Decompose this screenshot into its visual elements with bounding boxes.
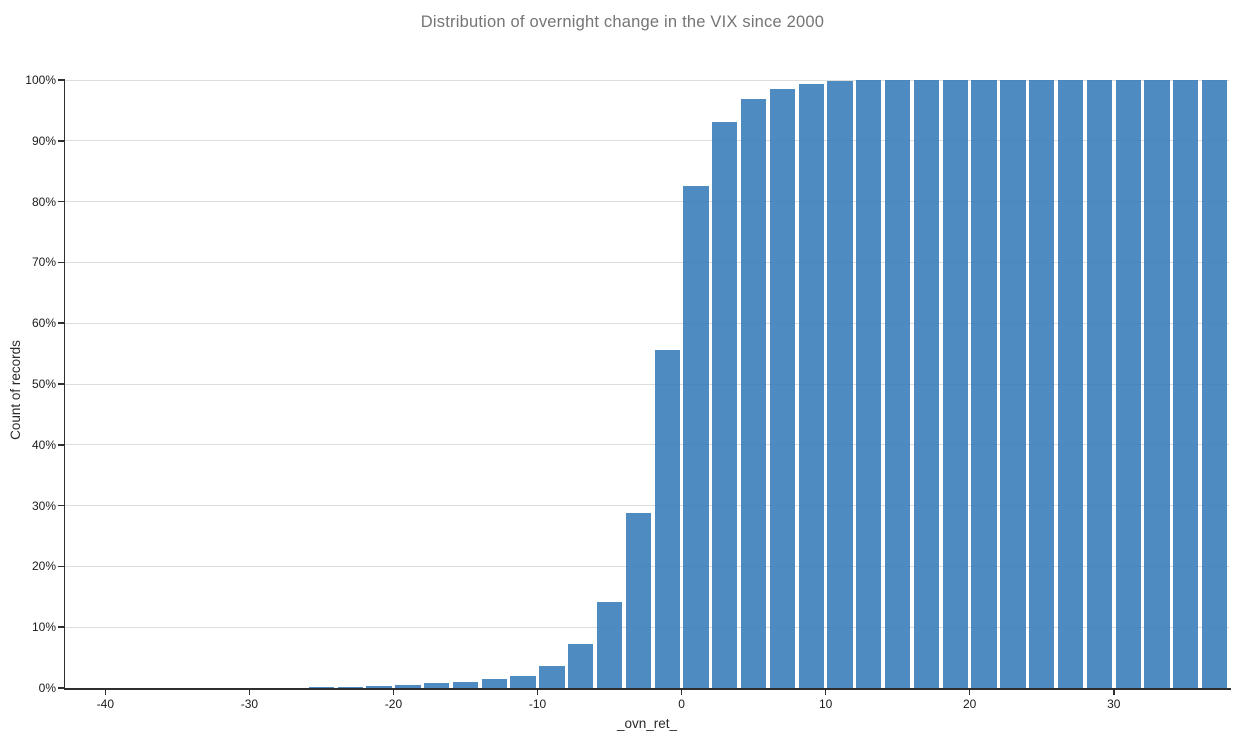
- y-tick: [58, 565, 65, 568]
- histogram-bar: [625, 512, 651, 688]
- histogram-bar: [1173, 80, 1199, 688]
- histogram-bar: [769, 88, 796, 688]
- histogram-bar: [539, 665, 565, 688]
- x-axis-title: _ovn_ret_: [616, 716, 678, 731]
- histogram-bar: [424, 683, 450, 688]
- y-tick-label: 30%: [31, 498, 56, 513]
- y-tick-label: 10%: [31, 620, 56, 635]
- y-gridline: [65, 444, 1229, 446]
- y-gridline: [65, 140, 1229, 142]
- y-tick-label: 80%: [31, 194, 56, 209]
- histogram-bar: [942, 80, 968, 688]
- y-gridline: [65, 201, 1229, 203]
- histogram-bar: [568, 644, 594, 688]
- histogram-bar: [366, 686, 392, 688]
- x-tick-label: -20: [384, 697, 403, 711]
- histogram-bar: [827, 81, 853, 688]
- histogram-bar: [913, 80, 940, 688]
- y-tick: [58, 444, 65, 446]
- histogram-bar: [856, 80, 882, 688]
- x-tick: [1113, 688, 1115, 695]
- histogram-bar: [1000, 80, 1026, 688]
- y-tick: [58, 261, 65, 264]
- histogram-bar: [740, 98, 767, 688]
- plot-area: [65, 79, 1229, 688]
- x-tick-label: -30: [240, 697, 259, 711]
- y-tick-label: 70%: [31, 255, 56, 270]
- y-tick-label: 90%: [31, 133, 56, 148]
- x-axis-line: [63, 688, 1231, 690]
- y-tick: [58, 200, 65, 203]
- histogram-bar: [1115, 80, 1141, 688]
- y-gridline: [65, 505, 1229, 507]
- x-tick: [968, 688, 971, 695]
- histogram-bar: [683, 185, 709, 688]
- x-tick: [104, 688, 107, 695]
- histogram-bar: [1086, 80, 1112, 688]
- y-tick-label: 20%: [31, 559, 56, 574]
- y-gridline: [65, 261, 1229, 263]
- histogram-bar: [654, 349, 680, 688]
- y-gridline: [65, 79, 1229, 81]
- y-axis-line: [63, 80, 65, 690]
- y-tick: [58, 79, 65, 81]
- y-tick-label: 40%: [31, 437, 56, 452]
- histogram-bar: [1057, 80, 1084, 688]
- y-tick-label: 100%: [25, 73, 56, 87]
- y-gridline: [65, 322, 1229, 324]
- histogram-bar: [1144, 80, 1170, 688]
- y-gridline: [65, 383, 1229, 385]
- x-tick-label: -10: [528, 697, 547, 711]
- y-axis-title: Count of records: [8, 340, 23, 440]
- histogram-bar: [395, 684, 421, 688]
- y-tick: [58, 626, 65, 628]
- x-tick-label: 10: [818, 697, 833, 711]
- y-tick: [58, 687, 65, 689]
- x-tick: [536, 688, 539, 695]
- histogram-bar: [798, 84, 824, 688]
- histogram-bar: [337, 687, 363, 688]
- histogram-bar: [971, 80, 997, 688]
- histogram-bar: [712, 121, 738, 688]
- x-tick: [824, 688, 827, 695]
- histogram-bar: [510, 675, 536, 688]
- histogram-bar: [1029, 80, 1055, 688]
- histogram-bar: [452, 681, 479, 688]
- x-tick-label: 30: [1107, 697, 1121, 711]
- histogram-bar: [596, 601, 623, 688]
- histogram-bar: [481, 679, 507, 688]
- y-tick: [58, 322, 65, 324]
- histogram-bar: [1201, 80, 1228, 688]
- x-tick-label: 20: [963, 697, 977, 711]
- x-tick: [248, 688, 251, 695]
- x-tick-label: 0: [678, 697, 685, 711]
- y-tick-label: 60%: [31, 316, 56, 331]
- y-tick-label: 0%: [38, 681, 56, 695]
- chart-title: Distribution of overnight change in the …: [420, 13, 825, 31]
- x-tick-label: -40: [96, 697, 114, 711]
- y-tick: [58, 504, 65, 507]
- x-tick: [680, 688, 683, 695]
- histogram-bar: [885, 80, 911, 688]
- y-tick: [58, 140, 65, 142]
- x-tick: [392, 688, 395, 695]
- histogram-bar: [308, 687, 335, 688]
- y-tick: [58, 383, 65, 385]
- y-tick-label: 50%: [31, 377, 56, 391]
